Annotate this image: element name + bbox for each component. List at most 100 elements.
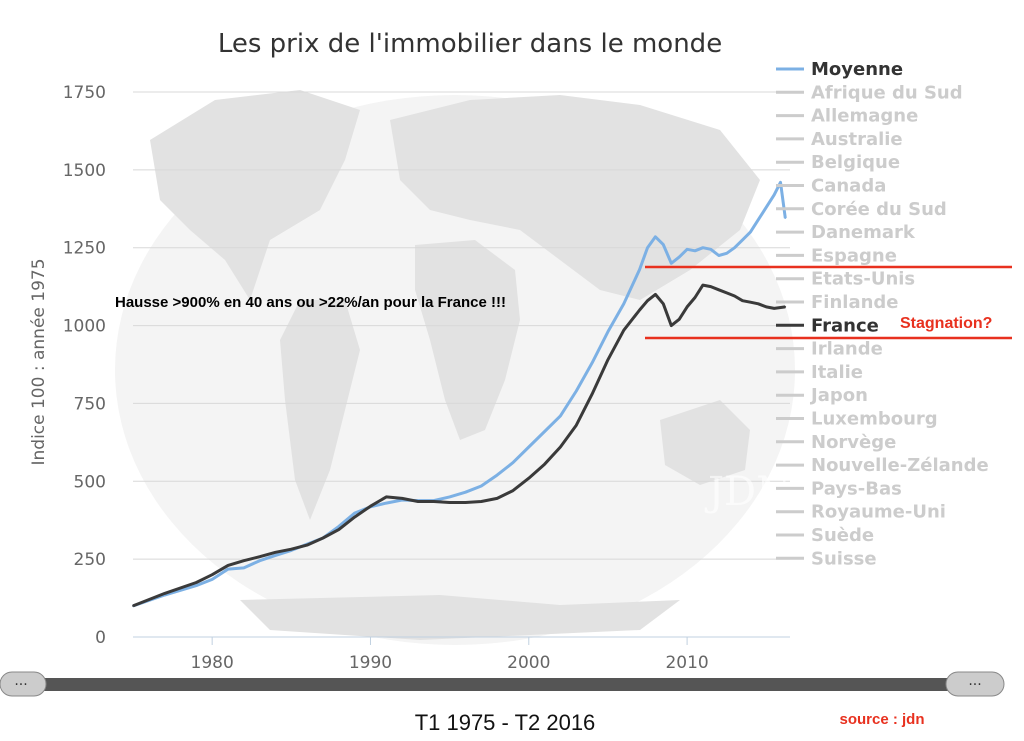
navigator-track[interactable]	[8, 678, 1000, 691]
data-point-moyenne	[709, 248, 712, 251]
data-point-moyenne	[353, 512, 356, 514]
legend-item-suisse[interactable]: Suisse	[776, 548, 877, 569]
legend-item-irlande[interactable]: Irlande	[776, 339, 883, 360]
data-point-moyenne	[559, 414, 562, 417]
legend-item-luxembourg[interactable]: Luxembourg	[776, 409, 938, 430]
data-point-france	[638, 309, 641, 311]
data-point-moyenne	[638, 268, 641, 271]
data-point-france	[227, 564, 229, 567]
legend-label: Norvège	[811, 432, 896, 453]
legend-item-etats-unis[interactable]: Etats-Unis	[776, 269, 915, 290]
data-point-france	[369, 505, 372, 508]
data-point-moyenne	[733, 246, 736, 249]
data-point-moyenne	[211, 578, 214, 581]
legend-item-france[interactable]: France	[776, 315, 879, 336]
data-point-moyenne	[694, 249, 696, 252]
data-point-france	[242, 559, 245, 562]
legend-item-norv-ge[interactable]: Norvège	[776, 432, 896, 453]
data-point-france	[559, 446, 562, 448]
data-point-moyenne	[773, 193, 776, 196]
period-label: T1 1975 - T2 2016	[415, 710, 596, 735]
data-point-moyenne	[195, 584, 198, 587]
data-point-moyenne	[448, 495, 451, 498]
legend-item-su-de[interactable]: Suède	[776, 525, 874, 546]
legend-label: Japon	[809, 385, 868, 406]
legend-label: Italie	[811, 362, 863, 383]
data-point-france	[575, 424, 578, 427]
data-point-france	[694, 296, 696, 299]
data-point-moyenne	[741, 239, 744, 241]
data-point-moyenne	[274, 554, 277, 557]
legend-item-finlande[interactable]: Finlande	[776, 292, 899, 313]
legend-label: Allemagne	[811, 106, 918, 127]
data-point-france	[607, 358, 609, 361]
legend-item-italie[interactable]: Italie	[776, 362, 863, 383]
data-point-france	[757, 302, 760, 305]
legend-item-nouvelle-z-lande[interactable]: Nouvelle-Zélande	[776, 455, 989, 476]
data-point-france	[662, 302, 665, 305]
data-point-moyenne	[646, 246, 649, 249]
data-point-moyenne	[670, 262, 673, 265]
data-point-france	[480, 500, 483, 503]
range-navigator[interactable]: ··· ···	[0, 671, 1005, 697]
legend-item-belgique[interactable]: Belgique	[776, 152, 900, 173]
legend-item-moyenne[interactable]: Moyenne	[776, 59, 903, 80]
navigator-left-handle-grip: ···	[14, 677, 27, 693]
legend-item-afrique-du-sud[interactable]: Afrique du Sud	[776, 82, 963, 103]
stagnation-annotation: Stagnation?	[900, 315, 992, 332]
legend-label: Suède	[811, 525, 874, 546]
data-point-france	[725, 291, 728, 294]
navigator-right-handle[interactable]: ···	[945, 671, 1005, 697]
legend-label: Finlande	[811, 292, 899, 313]
source-label: source : jdn	[839, 711, 924, 728]
legend-item-australie[interactable]: Australie	[776, 129, 903, 150]
data-point-france	[464, 501, 467, 504]
data-point-france	[337, 528, 340, 531]
legend-label: Luxembourg	[811, 409, 938, 430]
legend-label: Etats-Unis	[811, 269, 915, 290]
legend-item-danemark[interactable]: Danemark	[776, 222, 916, 243]
data-point-france	[670, 324, 673, 327]
legend-item-espagne[interactable]: Espagne	[776, 245, 897, 266]
data-point-france	[132, 604, 134, 607]
legend-label: Nouvelle-Zélande	[811, 455, 989, 476]
legend-label: Espagne	[811, 245, 897, 266]
legend-label: Suisse	[811, 548, 877, 569]
data-point-france	[749, 301, 752, 304]
legend-item-royaume-uni[interactable]: Royaume-Uni	[776, 502, 946, 523]
legend-item-allemagne[interactable]: Allemagne	[776, 106, 918, 127]
data-point-france	[195, 581, 198, 584]
navigator-left-handle[interactable]: ···	[0, 671, 47, 697]
legend-item-cor-e-du-sud[interactable]: Corée du Sud	[776, 199, 947, 220]
legend-label: Danemark	[811, 222, 916, 243]
data-point-france	[401, 497, 404, 500]
data-point-france	[646, 299, 649, 302]
data-point-moyenne	[662, 243, 665, 246]
data-point-france	[432, 500, 435, 503]
legend-label: Royaume-Uni	[811, 502, 946, 523]
data-point-france	[654, 293, 657, 296]
series-group	[132, 180, 787, 608]
y-tick-label: 750	[74, 394, 106, 414]
data-point-moyenne	[678, 256, 681, 258]
world-map-background	[115, 90, 795, 645]
data-point-france	[773, 307, 776, 310]
data-point-france	[512, 489, 514, 492]
data-point-moyenne	[654, 235, 657, 238]
legend-item-canada[interactable]: Canada	[776, 176, 886, 197]
legend-item-japon[interactable]: Japon	[776, 385, 868, 406]
jdn-watermark: JDN	[704, 469, 791, 515]
x-tick-label: 2010	[665, 653, 708, 673]
data-point-moyenne	[784, 217, 787, 220]
legend-item-pays-bas[interactable]: Pays-Bas	[776, 478, 902, 499]
data-point-moyenne	[779, 181, 782, 184]
y-tick-label: 1000	[63, 317, 106, 337]
y-tick-label: 1250	[63, 239, 106, 259]
data-point-moyenne	[725, 252, 728, 255]
data-point-moyenne	[496, 474, 499, 476]
x-tick-label: 1990	[349, 653, 392, 673]
data-point-france	[741, 299, 744, 302]
legend-label: Corée du Sud	[811, 199, 947, 220]
reference-lines	[645, 265, 1012, 340]
